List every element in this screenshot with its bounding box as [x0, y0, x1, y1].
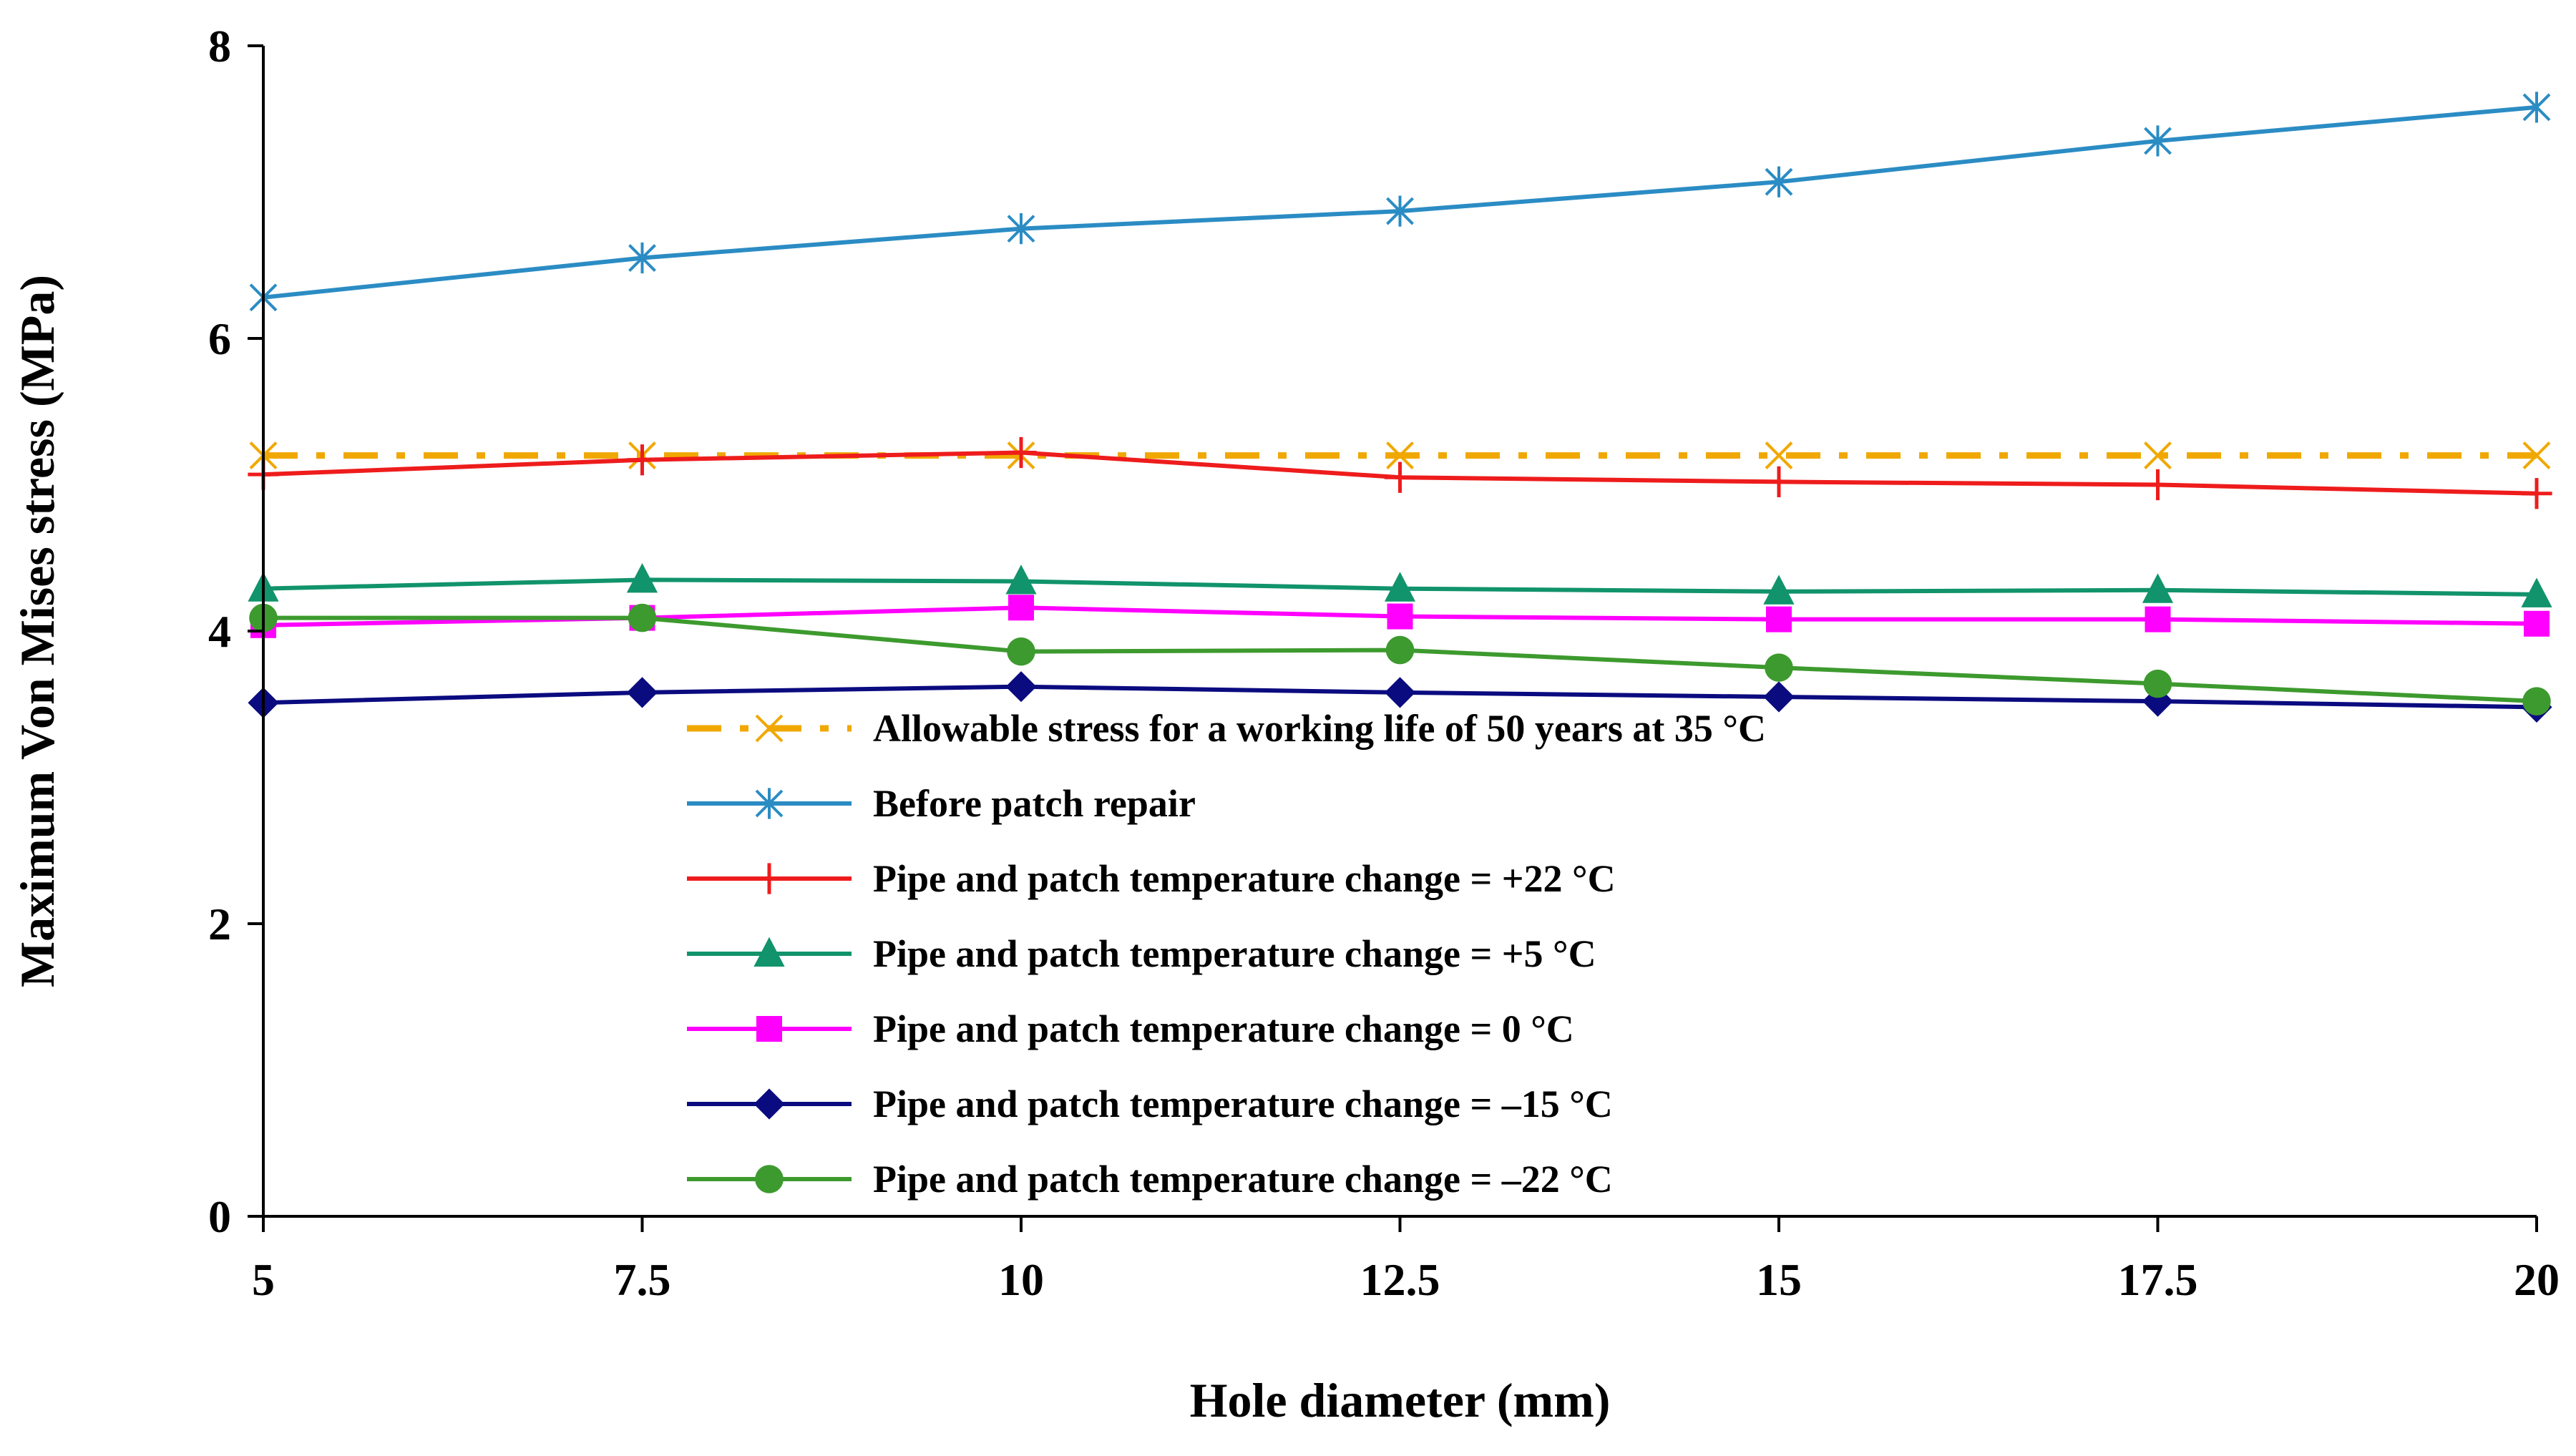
data-point-s1-5: [2144, 125, 2172, 157]
legend-entry-6: Pipe and patch temperature change = –22 …: [687, 1158, 1613, 1201]
y-tick-label: 6: [208, 313, 231, 364]
legend-label-0: Allowable stress for a working life of 5…: [873, 707, 1766, 750]
data-point-s3-3: [1384, 572, 1416, 602]
legend-marker-5: [753, 1088, 785, 1120]
legend-label-1: Before patch repair: [873, 782, 1196, 825]
data-point-s4-2: [1008, 595, 1034, 621]
data-point-s5-2: [1005, 671, 1037, 703]
data-point-s1-2: [1007, 213, 1035, 245]
y-tick-label: 8: [208, 21, 231, 72]
data-point-s1-1: [628, 242, 656, 274]
legend-entry-0: Allowable stress for a working life of 5…: [687, 707, 1766, 750]
x-axis-title: Hole diameter (mm): [1190, 1373, 1611, 1427]
data-point-s0-4: [1765, 441, 1793, 470]
data-point-s2-5: [2142, 469, 2174, 501]
data-point-s5-1: [626, 677, 658, 708]
legend-label-5: Pipe and patch temperature change = –15 …: [873, 1083, 1613, 1125]
data-point-s2-4: [1763, 466, 1795, 498]
data-point-s6-4: [1765, 653, 1793, 682]
legend-entry-5: Pipe and patch temperature change = –15 …: [687, 1083, 1613, 1125]
data-point-s2-6: [2521, 478, 2552, 509]
x-tick-label: 15: [1756, 1254, 1802, 1305]
x-tick-label: 20: [2514, 1254, 2560, 1305]
data-point-s3-5: [2142, 573, 2174, 603]
legend-label-2: Pipe and patch temperature change = +22 …: [873, 857, 1616, 900]
y-tick-label: 0: [208, 1191, 231, 1242]
data-point-s5-3: [1384, 677, 1416, 708]
data-point-s0-3: [1386, 441, 1414, 470]
x-tick-label: 12.5: [1360, 1254, 1440, 1305]
data-point-s1-4: [1765, 166, 1793, 197]
data-point-s6-6: [2522, 687, 2551, 715]
y-tick-label: 2: [208, 899, 231, 949]
x-tick-label: 17.5: [2118, 1254, 2198, 1305]
plot-area: [248, 92, 2552, 723]
x-tick-label: 10: [998, 1254, 1044, 1305]
legend-marker-4: [756, 1016, 782, 1042]
y-axis-title: Maximum Von Mises stress (MPa): [10, 275, 64, 987]
legend: Allowable stress for a working life of 5…: [687, 707, 1766, 1201]
data-point-s1-6: [2522, 92, 2551, 123]
data-point-s6-2: [1007, 637, 1035, 666]
data-point-s4-3: [1387, 603, 1413, 630]
legend-label-4: Pipe and patch temperature change = 0 °C: [873, 1007, 1574, 1050]
legend-marker-0: [755, 714, 784, 743]
legend-entry-1: Before patch repair: [687, 782, 1196, 825]
data-point-s2-2: [1005, 436, 1037, 469]
legend-label-3: Pipe and patch temperature change = +5 °…: [873, 932, 1596, 975]
data-point-s1-3: [1386, 195, 1414, 227]
data-point-s0-5: [2144, 441, 2172, 470]
legend-marker-3: [753, 937, 785, 967]
legend-entry-3: Pipe and patch temperature change = +5 °…: [687, 932, 1596, 975]
data-point-s3-1: [626, 563, 658, 593]
axes: 0 2 4 6 8 5 7.5 10 12.5 15 17.5 20: [208, 21, 2560, 1305]
data-point-s4-6: [2524, 610, 2550, 637]
legend-entry-2: Pipe and patch temperature change = +22 …: [687, 857, 1616, 900]
data-point-s6-1: [628, 603, 657, 632]
legend-marker-2: [753, 863, 785, 894]
x-tick-label: 7.5: [614, 1254, 671, 1305]
data-point-s3-4: [1763, 575, 1795, 605]
x-tick-label: 5: [252, 1254, 275, 1305]
data-point-s6-3: [1385, 635, 1415, 665]
data-point-s3-2: [1005, 565, 1037, 595]
data-point-s4-4: [1766, 606, 1792, 632]
data-point-s2-1: [626, 444, 658, 476]
data-point-s3-6: [2521, 577, 2552, 607]
data-point-s2-3: [1384, 461, 1416, 493]
data-point-s6-5: [2143, 669, 2172, 698]
data-point-s4-5: [2145, 606, 2171, 632]
y-tick-label: 4: [208, 606, 231, 657]
legend-marker-6: [755, 1165, 784, 1193]
legend-label-6: Pipe and patch temperature change = –22 …: [873, 1158, 1613, 1201]
legend-entry-4: Pipe and patch temperature change = 0 °C: [687, 1007, 1574, 1050]
data-point-s5-4: [1763, 681, 1795, 713]
legend-marker-1: [755, 788, 784, 819]
data-point-s0-6: [2522, 441, 2551, 470]
